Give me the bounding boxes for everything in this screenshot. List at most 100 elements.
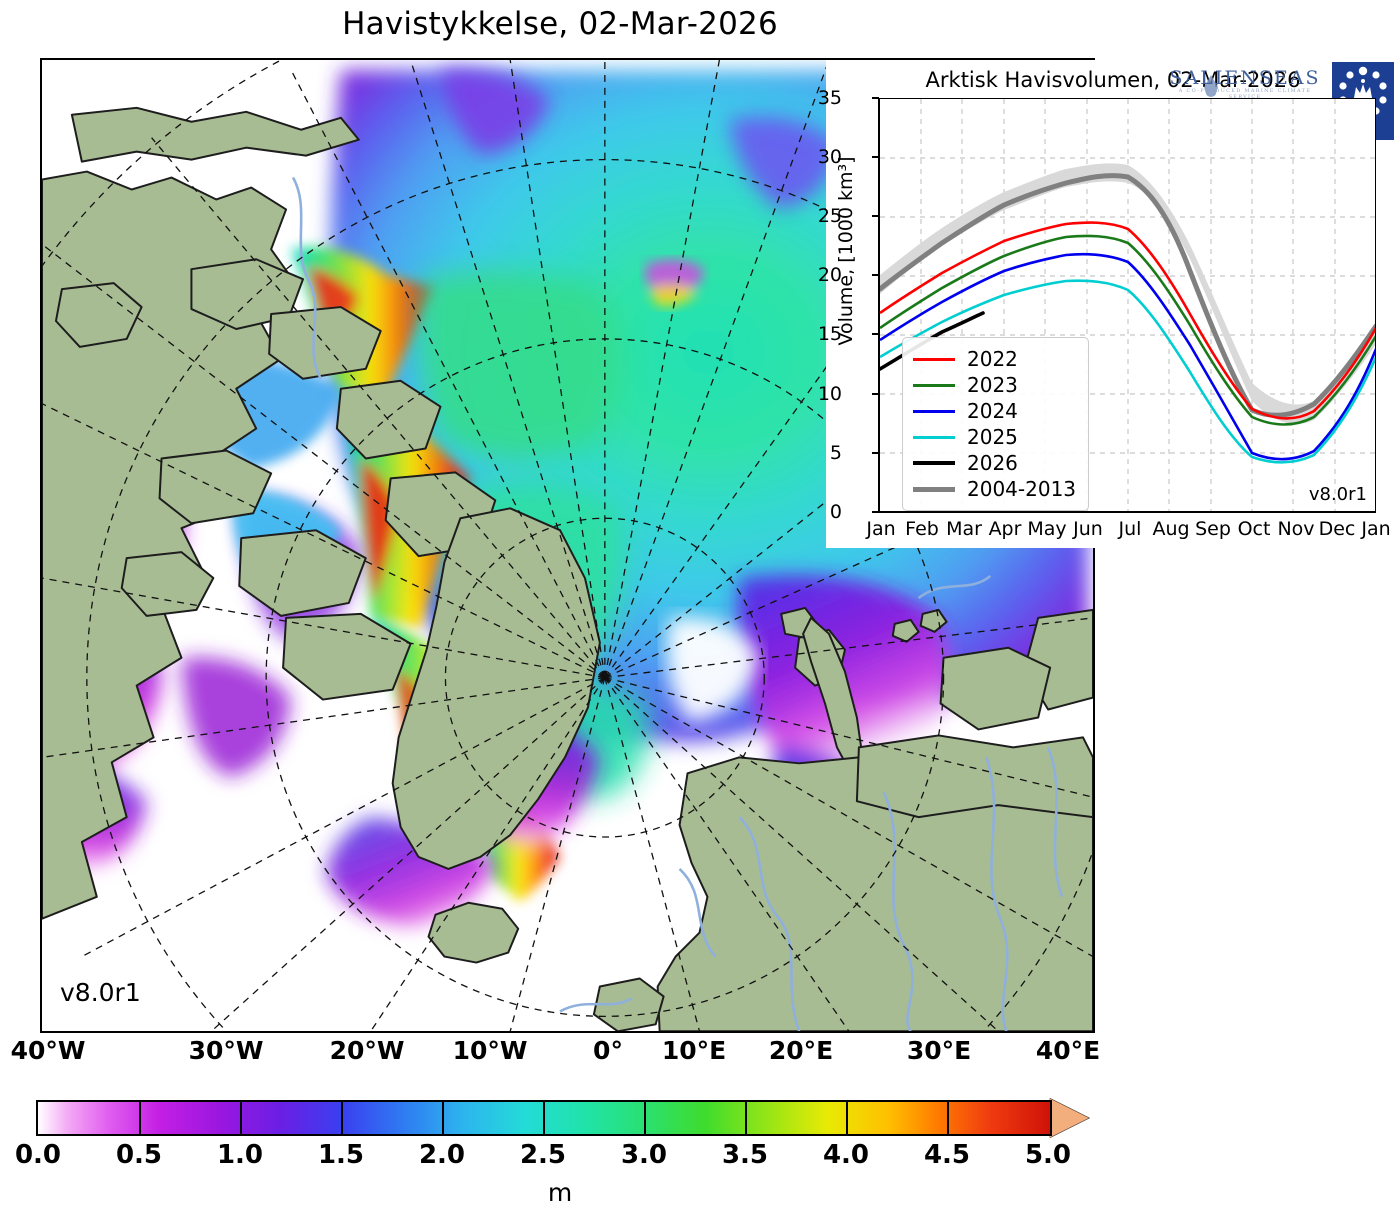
chart-xtick: Jun: [1073, 518, 1103, 540]
colorbar-tick: [341, 1102, 343, 1134]
chart-xtick: Jan: [866, 518, 896, 540]
chart-ytick: 5: [829, 442, 842, 464]
chart-ytick-mark: [872, 452, 879, 454]
chart-ytick-mark: [872, 156, 879, 158]
series-2022: [880, 221, 1375, 420]
chart-ytick: 30: [817, 146, 842, 168]
colorbar-tick-label: 3.5: [721, 1140, 769, 1170]
series-2025: [880, 279, 1375, 464]
legend-item-2025[interactable]: 2025: [913, 424, 1076, 450]
colorbar-tick-label: 5.0: [1024, 1140, 1072, 1170]
legend-label: 2022: [967, 347, 1018, 371]
chart-ytick: 10: [817, 383, 842, 405]
chart-ytick: 15: [817, 323, 842, 345]
chart-ytick-mark: [872, 274, 879, 276]
colorbar-tick-label: 1.0: [216, 1140, 264, 1170]
colorbar-tick: [745, 1102, 747, 1134]
salienseas-logo-text: SALIENSEAS: [1169, 67, 1321, 89]
lon-label: 30°W: [188, 1036, 264, 1065]
chart-ytick-mark: [872, 333, 879, 335]
colorbar-tick: [139, 1102, 141, 1134]
colorbar-tick: [947, 1102, 949, 1134]
chart-plot-area[interactable]: 2022 2023 2024 2025 2026 2004-2013: [878, 98, 1376, 513]
chart-xtick: Dec: [1318, 518, 1356, 540]
series-2023: [880, 234, 1375, 426]
lon-label: 30°E: [906, 1036, 972, 1065]
land-masses: [42, 106, 1093, 1031]
legend-swatch: [913, 461, 955, 465]
colorbar-tick-label: 3.0: [620, 1140, 668, 1170]
colorbar-gradient-frame: [36, 1100, 1052, 1136]
colorbar-tick: [543, 1102, 545, 1134]
colorbar-tick: [846, 1102, 848, 1134]
colorbar-tick-label: 4.0: [822, 1140, 870, 1170]
legend-item-2023[interactable]: 2023: [913, 372, 1076, 398]
colorbar-extend-arrow: [1049, 1098, 1089, 1138]
legend-label: 2023: [967, 373, 1018, 397]
chart-xtick: Sep: [1195, 518, 1231, 540]
series-climatology: [880, 173, 1375, 418]
legend-swatch: [913, 486, 955, 492]
colorbar-tick-label: 1.5: [317, 1140, 365, 1170]
legend-item-climatology[interactable]: 2004-2013: [913, 476, 1076, 502]
lon-label: 0°: [593, 1036, 623, 1065]
chart-ytick-mark: [872, 215, 879, 217]
lon-label: 20°W: [329, 1036, 405, 1065]
colorbar-tick: [644, 1102, 646, 1134]
legend-label: 2024: [967, 399, 1018, 423]
chart-ytick-mark: [872, 511, 879, 513]
legend-swatch: [913, 357, 955, 361]
chart-xtick: May: [1027, 518, 1067, 540]
chart-ytick-mark: [872, 393, 879, 395]
lon-label: 10°E: [661, 1036, 727, 1065]
chart-xtick: Feb: [905, 518, 939, 540]
series-2026: [880, 311, 985, 371]
colorbar-tick-label: 0.0: [14, 1140, 62, 1170]
map-version-label: v8.0r1: [60, 978, 141, 1007]
chart-ytick-mark: [872, 97, 879, 99]
chart-ytick: 20: [817, 264, 842, 286]
colorbar-tick: [240, 1102, 242, 1134]
colorbar-tick: [442, 1102, 444, 1134]
chart-xtick: Jul: [1118, 518, 1142, 540]
colorbar-unit-label: m: [547, 1178, 573, 1207]
salienseas-logo-subtext: A CO-PRODUCED MARINE CLIMATE SERVICE: [1178, 88, 1312, 100]
legend-swatch: [913, 409, 955, 413]
page-title: Havistykkelse, 02-Mar-2026: [342, 6, 778, 42]
chart-xtick: Nov: [1277, 518, 1315, 540]
lon-label: 40°E: [1035, 1036, 1101, 1065]
chart-version-label: v8.0r1: [1308, 484, 1367, 505]
legend-item-2022[interactable]: 2022: [913, 346, 1076, 372]
chart-legend[interactable]: 2022 2023 2024 2025 2026 2004-2013: [902, 337, 1090, 511]
graticule: [42, 60, 1093, 1031]
chart-ytick: 35: [817, 87, 842, 109]
chart-xtick: Mar: [946, 518, 982, 540]
colorbar-tick-label: 0.5: [115, 1140, 163, 1170]
chart-xtick: Jan: [1361, 518, 1391, 540]
lon-label: 10°W: [452, 1036, 528, 1065]
legend-label: 2025: [967, 425, 1018, 449]
chart-ytick: 25: [817, 205, 842, 227]
colorbar: 0.0 0.5 1.0 1.5 2.0 2.5 3.0 3.5 4.0 4.5 …: [0, 1090, 1120, 1210]
colorbar-tick-label: 4.5: [923, 1140, 971, 1170]
chart-xtick: Oct: [1237, 518, 1271, 540]
legend-label: 2004-2013: [967, 477, 1077, 501]
chart-xtick: Apr: [988, 518, 1022, 540]
lon-label: 20°E: [768, 1036, 834, 1065]
lon-label: 40°W: [10, 1036, 86, 1065]
longitude-axis: 40°W 30°W 20°W 10°W 0° 10°E 20°E 30°E 40…: [0, 1036, 1120, 1070]
series-2024: [880, 252, 1375, 461]
legend-swatch: [913, 435, 955, 439]
sea-ice-volume-chart-panel[interactable]: Arktisk Havisvolumen, 02-Mar-2026 SALIEN…: [818, 60, 1400, 548]
salienseas-logo: SALIENSEAS A CO-PRODUCED MARINE CLIMATE …: [1168, 66, 1322, 100]
legend-label: 2026: [967, 451, 1018, 475]
colorbar-tick-label: 2.0: [418, 1140, 466, 1170]
legend-swatch: [913, 383, 955, 387]
chart-title: Arktisk Havisvolumen, 02-Mar-2026: [925, 68, 1301, 92]
legend-item-2024[interactable]: 2024: [913, 398, 1076, 424]
chart-xtick: Aug: [1152, 518, 1190, 540]
colorbar-tick-label: 2.5: [519, 1140, 567, 1170]
colorbar-tick-labels: 0.0 0.5 1.0 1.5 2.0 2.5 3.0 3.5 4.0 4.5 …: [0, 1140, 1120, 1174]
chart-ytick: 0: [829, 501, 842, 523]
legend-item-2026[interactable]: 2026: [913, 450, 1076, 476]
